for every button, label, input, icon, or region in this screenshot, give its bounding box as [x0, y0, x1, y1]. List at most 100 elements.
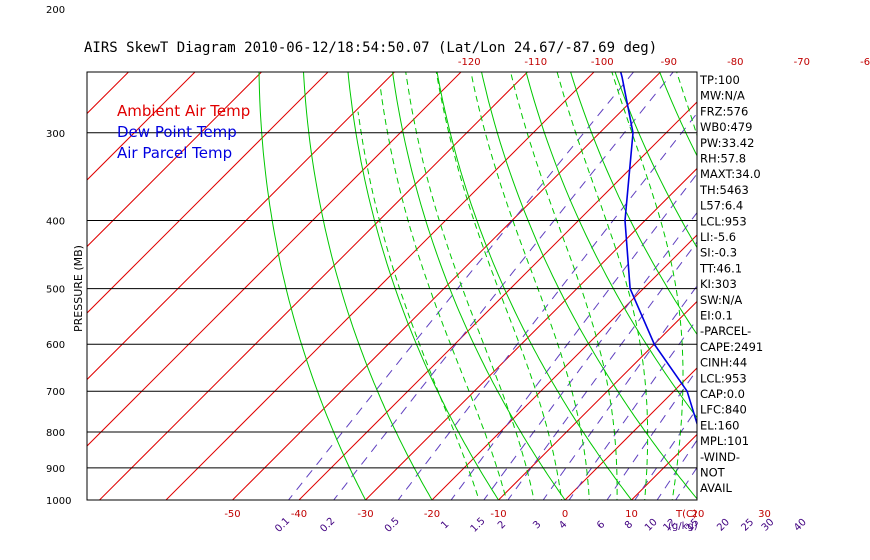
- stat-line: WB0:479: [700, 120, 752, 134]
- legend-item: Ambient Air Temp: [117, 102, 250, 120]
- isotherm-line: [364, 167, 697, 500]
- stat-line: L57:6.4: [700, 199, 743, 213]
- mixing-ratio-lines: [287, 9, 870, 515]
- mixing-ratio-line: [675, 466, 697, 500]
- mixing-ratio-line: [765, 9, 870, 515]
- stat-line: CAPE:2491: [700, 340, 763, 354]
- isotherm-line: [87, 72, 462, 447]
- mixing-ratio-line: [606, 369, 697, 500]
- dry-adiabat-line: [258, 72, 367, 500]
- mixing-ratio-tick-label: 1.5: [469, 516, 488, 535]
- isotherm-line: [98, 72, 529, 500]
- pressure-tick-label: 300: [46, 129, 65, 140]
- top-temp-tick-label: -90: [661, 57, 677, 68]
- pressure-tick-label: 700: [46, 387, 65, 398]
- top-temp-tick-label: -60: [860, 57, 870, 68]
- top-temp-tick-label: -100: [591, 57, 614, 68]
- mixing-ratio-line: [333, 72, 674, 500]
- isotherm-line: [816, 0, 870, 515]
- stat-line: TT:46.1: [699, 261, 742, 275]
- dry-adiabat-line: [614, 72, 697, 249]
- isotherm-lines: [0, 0, 870, 515]
- dry-adiabat-line: [481, 72, 697, 500]
- dry-adiabat-line: [659, 72, 697, 157]
- isotherm-line: [87, 72, 263, 248]
- stat-line: TH:5463: [699, 183, 749, 197]
- bottom-temp-tick-label: 20: [692, 509, 705, 520]
- isotherm-line: [231, 72, 662, 500]
- dry-adiabat-line: [392, 72, 566, 500]
- dry-adiabat-line: [525, 72, 697, 419]
- bottom-temp-tick-label: 10: [625, 509, 638, 520]
- pressure-tick-label: 800: [46, 428, 65, 439]
- stat-line: LFC:840: [700, 403, 747, 417]
- moist-adiabat-line: [357, 111, 480, 500]
- stat-line: SI:-0.3: [700, 246, 737, 260]
- mixing-ratio-tick-label: 40: [792, 517, 809, 534]
- dew-point-temp-line: [619, 72, 697, 427]
- mixing-ratio-tick-label: 6: [595, 519, 607, 531]
- dry-adiabat-line: [839, 0, 870, 515]
- stat-line: AVAIL: [700, 481, 733, 495]
- moist-adiabat-line: [676, 72, 697, 138]
- isotherm-line: [750, 0, 870, 515]
- bottom-temp-tick-label: -50: [224, 509, 240, 520]
- stat-line: TP:100: [699, 73, 740, 87]
- bottom-temp-tick-label: -40: [291, 509, 307, 520]
- profile-series: [619, 72, 697, 427]
- mixing-ratio-tick-label: 25: [740, 517, 757, 534]
- mixing-ratio-axis: 0.1 0.2 0.5 1 1.5 2 3 4 6 8 10 12 15 20 25 30 40: [273, 516, 809, 535]
- moist-adiabat-line: [510, 72, 618, 500]
- dry-adiabat-line: [735, 0, 870, 515]
- y-axis-label: PRESSURE (MB): [72, 245, 85, 332]
- moist-adiabat-line: [803, 0, 870, 515]
- x-unit-label: T(C): [675, 509, 697, 520]
- mixing-ratio-line: [450, 173, 697, 500]
- moist-adiabat-lines: [357, 0, 870, 515]
- dry-adiabat-line: [632, 0, 870, 515]
- stat-line: NOT: [700, 466, 726, 480]
- stat-line: LI:-5.6: [700, 230, 736, 244]
- legend: Ambient Air Temp Dew Point Temp Air Parcel…: [117, 102, 250, 162]
- top-temp-tick-label: -120: [458, 57, 481, 68]
- isotherm-line: [165, 72, 595, 500]
- mixing-ratio-line: [634, 407, 697, 500]
- stat-line: -WIND-: [700, 450, 740, 464]
- stat-line: FRZ:576: [700, 104, 748, 118]
- bottom-temperature-axis: -50 -40 -30 -20 -10 0 10 20 30: [224, 509, 771, 520]
- isotherm-line: [87, 72, 196, 181]
- mixing-ratio-line: [397, 112, 697, 500]
- dry-adiabat-line: [770, 0, 870, 515]
- moist-adiabat-line: [380, 89, 507, 500]
- dry-adiabat-line: [804, 0, 870, 515]
- mixing-ratio-tick-label: 4: [557, 519, 569, 531]
- pressure-tick-label: 900: [46, 464, 65, 475]
- mixing-ratio-tick-label: 1: [439, 519, 451, 531]
- legend-item: Dew Point Temp: [117, 123, 237, 141]
- bottom-temp-tick-label: -20: [424, 509, 440, 520]
- bottom-temp-tick-label: -30: [357, 509, 373, 520]
- stat-line: KI:303: [700, 277, 737, 291]
- plot-frame: [86, 71, 698, 501]
- stat-line: EI:0.1: [700, 309, 733, 323]
- mixing-ratio-line: [542, 285, 697, 500]
- dry-adiabat-lines: [258, 0, 870, 515]
- bottom-temp-tick-label: 0: [562, 509, 568, 520]
- top-temperature-axis: -120-110-100-90-80-70-60-50-40: [458, 57, 870, 68]
- stat-line: RH:57.8: [700, 152, 746, 166]
- isotherm-line: [0, 0, 219, 515]
- dry-adiabat-line: [570, 72, 697, 336]
- moist-adiabat-line: [776, 0, 870, 515]
- stat-line: MW:N/A: [700, 89, 745, 103]
- mixing-ratio-line: [287, 72, 635, 500]
- mixing-ratio-tick-label: 0.2: [318, 516, 337, 535]
- mixing-ratio-line: [507, 241, 697, 500]
- stat-line: MPL:101: [700, 434, 749, 448]
- mixing-ratio-line: [744, 9, 870, 515]
- mixing-ratio-line: [568, 318, 697, 500]
- moist-adiabat-line: [435, 72, 563, 500]
- mixing-ratio-tick-label: 10: [643, 517, 660, 534]
- stat-line: LCL:953: [700, 371, 747, 385]
- isotherm-line: [564, 367, 697, 500]
- isotherm-line: [431, 234, 697, 500]
